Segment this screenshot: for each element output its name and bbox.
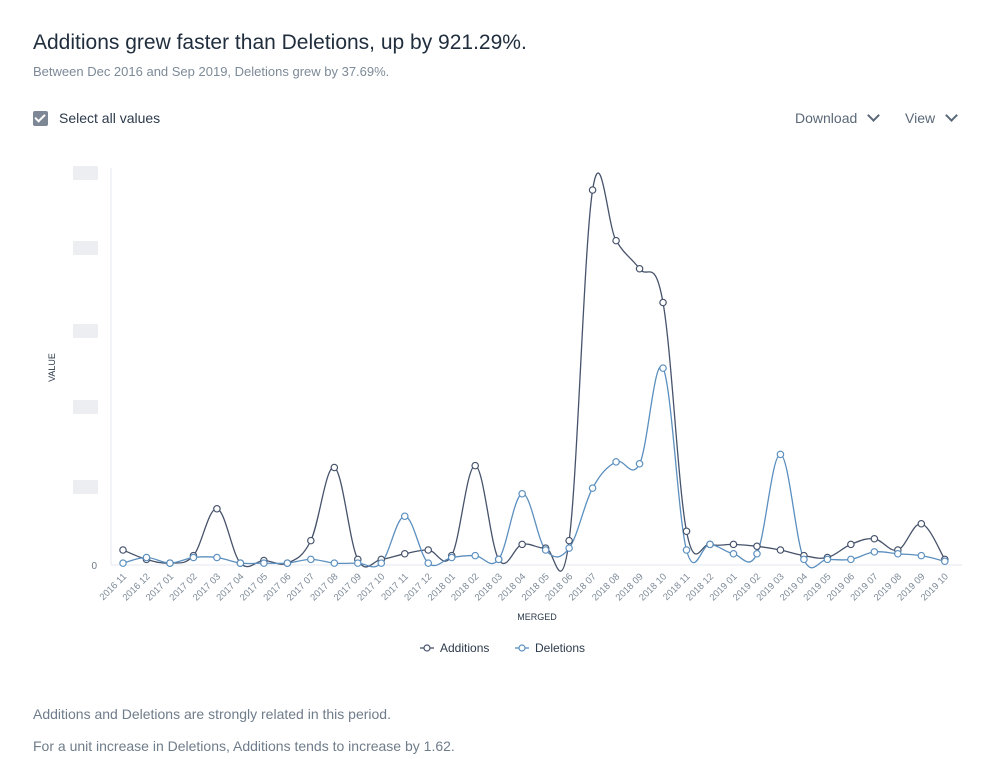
legend-item-deletions[interactable]: Deletions	[515, 641, 585, 655]
data-point-deletions[interactable]	[330, 559, 339, 567]
data-point-deletions[interactable]	[236, 559, 245, 567]
data-point-additions[interactable]	[330, 463, 339, 472]
data-point-deletions[interactable]	[518, 489, 526, 498]
data-point-deletions[interactable]	[917, 551, 926, 560]
data-point-additions[interactable]	[400, 549, 409, 558]
chevron-down-icon	[867, 109, 881, 122]
data-point-deletions[interactable]	[776, 450, 785, 459]
x-axis-label: MERGED	[517, 612, 557, 622]
data-point-additions[interactable]	[213, 504, 221, 513]
legend-label: Additions	[440, 641, 489, 655]
data-point-deletions[interactable]	[894, 549, 902, 558]
data-point-deletions[interactable]	[142, 553, 151, 562]
data-point-deletions[interactable]	[307, 555, 315, 564]
data-point-additions[interactable]	[307, 536, 315, 545]
data-point-additions[interactable]	[588, 186, 597, 194]
data-point-deletions[interactable]	[823, 555, 832, 564]
chevron-down-icon	[945, 109, 958, 122]
data-point-deletions[interactable]	[565, 544, 573, 552]
series-points	[119, 186, 949, 567]
data-point-deletions[interactable]	[940, 557, 949, 566]
data-point-deletions[interactable]	[612, 458, 620, 466]
page-subtitle: Between Dec 2016 and Sep 2019, Deletions…	[33, 64, 390, 79]
insight-correlation: Additions and Deletions are strongly rel…	[33, 706, 391, 722]
data-point-deletions[interactable]	[682, 546, 691, 554]
data-point-additions[interactable]	[119, 546, 127, 554]
data-point-additions[interactable]	[635, 264, 644, 273]
legend-swatch-marker	[518, 644, 526, 652]
select-all-checkbox[interactable]	[33, 110, 48, 126]
legend-label: Deletions	[535, 641, 585, 655]
data-point-additions[interactable]	[917, 519, 926, 528]
data-point-additions[interactable]	[729, 540, 738, 549]
data-point-deletions[interactable]	[729, 549, 738, 558]
view-menu-button[interactable]: View	[905, 109, 958, 126]
data-point-additions[interactable]	[518, 540, 526, 549]
y-tick-placeholder	[73, 241, 98, 255]
data-point-deletions[interactable]	[377, 559, 386, 567]
data-point-deletions[interactable]	[588, 484, 597, 492]
data-point-deletions[interactable]	[353, 559, 362, 567]
data-point-additions[interactable]	[776, 546, 785, 554]
data-point-deletions[interactable]	[189, 553, 198, 562]
data-point-additions[interactable]	[753, 542, 761, 551]
data-point-additions[interactable]	[870, 534, 879, 543]
data-point-deletions[interactable]	[166, 559, 174, 567]
data-point-additions[interactable]	[682, 527, 691, 536]
data-point-deletions[interactable]	[400, 512, 409, 521]
select-all-label: Select all values	[59, 110, 161, 126]
select-all-toggle[interactable]: Select all values	[33, 110, 160, 126]
y-tick-placeholder	[73, 400, 98, 414]
y-tick-placeholder	[73, 324, 98, 338]
y-tick-placeholders	[73, 166, 98, 494]
data-point-deletions[interactable]	[213, 553, 221, 562]
legend-item-additions[interactable]: Additions	[420, 641, 489, 655]
data-point-deletions[interactable]	[119, 559, 127, 567]
insight-regression: For a unit increase in Deletions, Additi…	[33, 738, 455, 754]
series-lines	[122, 172, 946, 572]
series-line-additions	[122, 172, 946, 572]
data-point-deletions[interactable]	[541, 546, 550, 554]
y-axis-label: VALUE	[47, 353, 57, 382]
data-point-deletions[interactable]	[283, 559, 292, 567]
data-point-additions[interactable]	[847, 540, 855, 549]
data-point-deletions[interactable]	[706, 540, 714, 549]
download-label: Download	[795, 110, 858, 126]
download-menu-button[interactable]: Download	[795, 109, 881, 126]
data-point-additions[interactable]	[612, 236, 620, 245]
view-label: View	[905, 110, 936, 126]
data-point-deletions[interactable]	[753, 549, 761, 558]
data-point-deletions[interactable]	[847, 555, 855, 564]
y-tick-placeholder	[73, 166, 98, 180]
data-point-deletions[interactable]	[471, 551, 480, 560]
legend-swatch-marker	[423, 644, 431, 652]
data-point-deletions[interactable]	[260, 559, 268, 567]
data-point-deletions[interactable]	[870, 548, 879, 556]
data-point-deletions[interactable]	[659, 364, 667, 372]
data-point-additions[interactable]	[659, 298, 667, 307]
page-title: Additions grew faster than Deletions, up…	[33, 31, 527, 54]
series-line-deletions	[122, 365, 945, 569]
data-point-deletions[interactable]	[800, 555, 808, 564]
y-tick-placeholder	[73, 480, 98, 494]
data-point-deletions[interactable]	[424, 559, 433, 567]
data-point-additions[interactable]	[471, 461, 480, 470]
data-point-deletions[interactable]	[635, 459, 644, 468]
data-point-additions[interactable]	[424, 546, 433, 554]
data-point-additions[interactable]	[565, 536, 573, 545]
legend: Additions Deletions	[420, 641, 585, 655]
data-point-deletions[interactable]	[447, 553, 456, 562]
y-tick-label-zero: 0	[91, 561, 97, 572]
data-point-deletions[interactable]	[494, 555, 503, 564]
